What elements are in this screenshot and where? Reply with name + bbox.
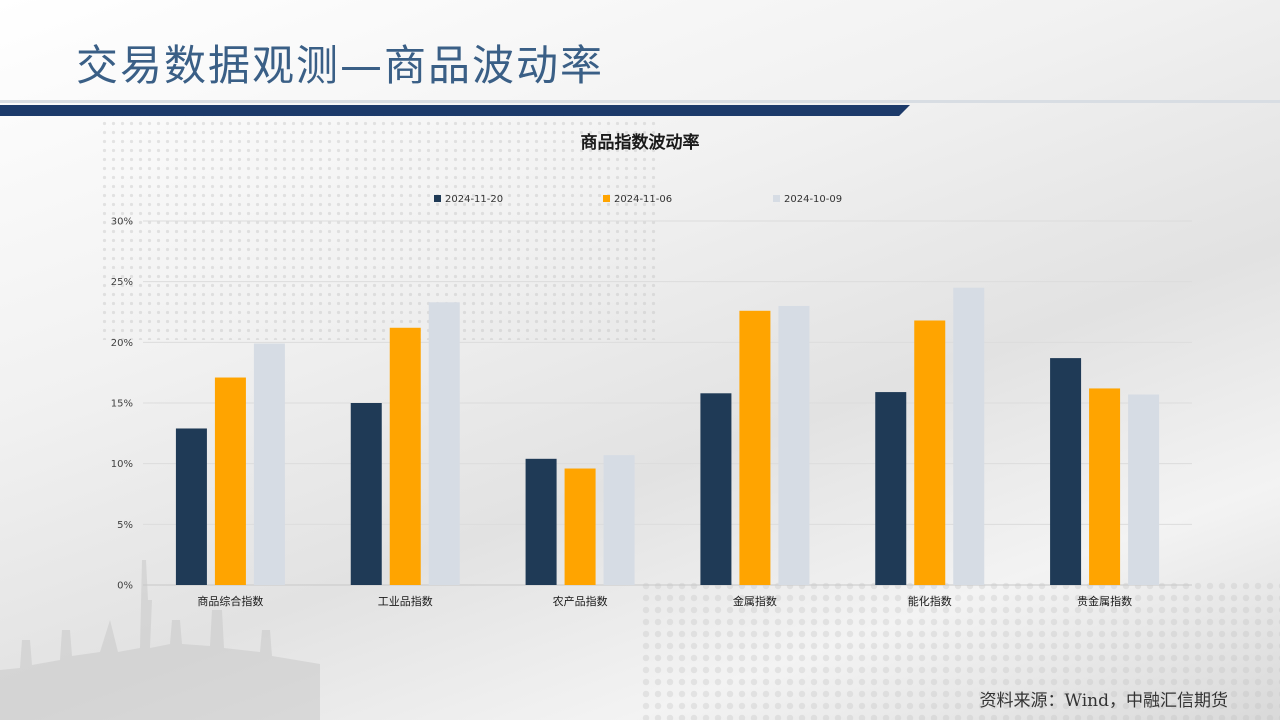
x-tick-label: 商品综合指数 <box>197 594 263 608</box>
bar <box>1050 358 1082 585</box>
slide-title: 交易数据观测—商品波动率 <box>76 41 605 90</box>
y-tick-label: 20% <box>111 338 133 349</box>
y-tick-label: 10% <box>111 459 133 470</box>
bar <box>214 377 246 585</box>
dot-pattern <box>640 580 1280 720</box>
x-tick-label: 工业品指数 <box>378 594 433 608</box>
bar <box>778 305 810 585</box>
bar <box>389 327 421 585</box>
y-tick-label: 25% <box>111 277 133 288</box>
header-underline-light <box>0 100 1280 103</box>
legend-swatch-series-1 <box>434 195 441 202</box>
chart-legend: 2024-11-20 2024-11-06 2024-10-09 <box>0 194 1280 210</box>
legend-item-series-2: 2024-11-06 <box>603 194 672 205</box>
legend-swatch-series-3 <box>773 195 780 202</box>
y-tick-label: 5% <box>117 520 133 531</box>
chart-title: 商品指数波动率 <box>580 133 700 153</box>
legend-swatch-series-2 <box>603 195 610 202</box>
bar <box>700 393 732 585</box>
legend-label-series-2: 2024-11-06 <box>614 194 673 205</box>
bar <box>525 458 557 585</box>
y-tick-label: 0% <box>117 581 133 592</box>
bar <box>175 428 207 585</box>
bar <box>1089 388 1121 585</box>
bar <box>253 343 285 585</box>
legend-label-series-3: 2024-10-09 <box>784 194 843 205</box>
bar <box>1128 394 1160 585</box>
y-tick-label: 15% <box>111 399 133 410</box>
bar <box>603 455 635 585</box>
bar <box>428 302 460 585</box>
x-tick-label: 金属指数 <box>733 594 777 608</box>
x-tick-label: 农产品指数 <box>553 594 608 608</box>
legend-label-series-1: 2024-11-20 <box>445 194 504 205</box>
bar <box>953 287 985 585</box>
x-tick-label: 贵金属指数 <box>1077 594 1132 608</box>
bar <box>564 468 596 585</box>
header-band <box>0 105 910 116</box>
legend-item-series-3: 2024-10-09 <box>773 194 842 205</box>
bar <box>739 310 771 585</box>
bar <box>914 320 946 585</box>
data-source-note: 资料来源：Wind，中融汇信期货 <box>979 691 1228 711</box>
legend-item-series-1: 2024-11-20 <box>434 194 503 205</box>
bar <box>875 392 907 585</box>
bar <box>350 403 382 585</box>
city-skyline-decoration <box>0 560 320 720</box>
world-map-dots <box>100 110 660 340</box>
x-tick-label: 能化指数 <box>908 594 952 608</box>
y-tick-label: 30% <box>111 217 133 228</box>
